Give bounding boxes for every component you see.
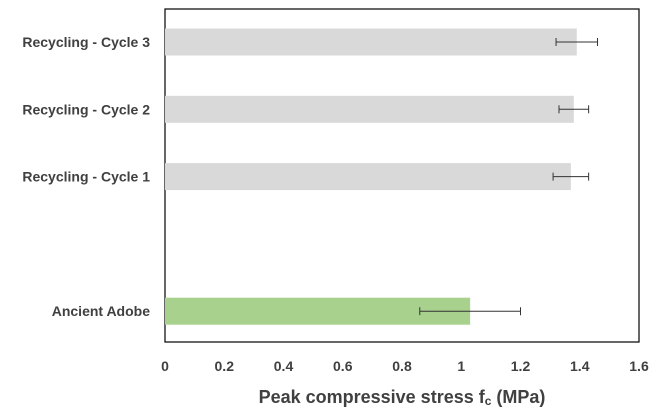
category-label-recycling-cycle-1: Recycling - Cycle 1 [22, 169, 150, 185]
bars-layer [165, 28, 577, 325]
x-tick-label: 0.6 [333, 358, 353, 374]
error-bar-recycling-cycle-2 [558, 105, 590, 114]
error-bar-ancient-adobe [419, 307, 521, 316]
x-tick-label: 1.4 [570, 358, 590, 374]
x-tick-label: 0.8 [392, 358, 412, 374]
x-tick-label: 0.4 [274, 358, 294, 374]
x-tick-label: 1 [457, 358, 465, 374]
bar-recycling-cycle-3 [165, 28, 577, 56]
category-labels: Recycling - Cycle 3 Recycling - Cycle 2 Re… [22, 34, 150, 319]
bar-recycling-cycle-2 [165, 95, 574, 123]
x-tick-label: 0.2 [215, 358, 235, 374]
x-tick-label: 1.2 [511, 358, 531, 374]
category-label-ancient-adobe: Ancient Adobe [52, 303, 150, 319]
error-bar-recycling-cycle-1 [552, 172, 590, 181]
error-bar-recycling-cycle-3 [555, 38, 599, 46]
category-label-recycling-cycle-2: Recycling - Cycle 2 [22, 101, 150, 117]
bar-recycling-cycle-1 [165, 163, 571, 191]
x-tick-label: 0 [161, 358, 169, 374]
x-axis-title: Peak compressive stress fc (MPa) [259, 387, 546, 408]
error-bars-layer [419, 38, 599, 316]
category-label-recycling-cycle-3: Recycling - Cycle 3 [22, 34, 150, 50]
x-tick-label: 1.6 [629, 358, 649, 374]
x-tick-labels: 0 0.2 0.4 0.6 0.8 1 1.2 1.4 1.6 [161, 358, 649, 374]
